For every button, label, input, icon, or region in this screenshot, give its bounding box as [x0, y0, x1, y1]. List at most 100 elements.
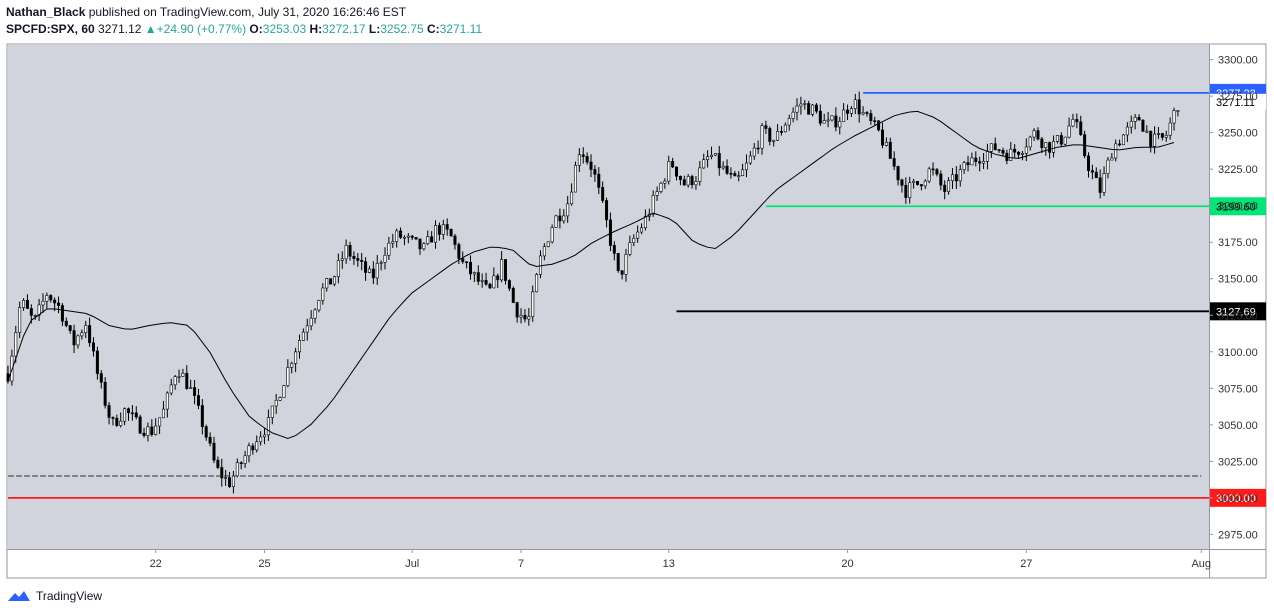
candle-body — [200, 405, 204, 427]
candle-body — [472, 272, 476, 275]
candle-body — [294, 351, 298, 364]
candle-body — [764, 125, 768, 129]
candle-body — [126, 408, 130, 414]
candle-body — [853, 99, 857, 109]
candle-body — [399, 230, 403, 238]
candle-body — [768, 128, 772, 142]
price-axis[interactable]: 2975.00 3000.00 3025.00 3050.00 3075.00 3100.… — [1209, 55, 1258, 542]
candle-body — [581, 154, 585, 157]
candle-body — [978, 161, 982, 164]
candle-body — [857, 99, 861, 115]
candle-body — [1075, 119, 1079, 123]
candle-body — [146, 426, 150, 436]
candle-body — [181, 372, 185, 377]
candle-body — [962, 162, 966, 170]
candle-body — [1017, 151, 1021, 155]
candle-body — [469, 262, 473, 275]
candle-body — [1118, 143, 1122, 146]
candle-body — [1176, 110, 1180, 112]
candle-body — [985, 151, 989, 162]
candle-body — [395, 230, 399, 242]
candle-body — [675, 166, 679, 177]
candle-body — [577, 154, 581, 166]
candle-body — [713, 153, 717, 156]
candle-body — [640, 227, 644, 233]
candle-body — [523, 314, 527, 320]
price-tick-label: 3300.00 — [1218, 55, 1258, 67]
candle-body — [1102, 173, 1106, 193]
candle-body — [165, 392, 169, 410]
candle-body — [332, 276, 336, 285]
candle-body — [570, 191, 574, 205]
candle-body — [838, 121, 842, 128]
high-value: 3272.17 — [322, 22, 366, 36]
candle-body — [643, 215, 647, 229]
level-price-label-bg — [1210, 197, 1266, 216]
candle-body — [818, 110, 822, 124]
candle-body — [923, 180, 927, 187]
candle-body — [1013, 148, 1017, 153]
candle-body — [538, 255, 542, 275]
candle-body — [958, 169, 962, 182]
candle-body — [492, 275, 496, 289]
candle-body — [900, 179, 904, 186]
candle-body — [1164, 134, 1168, 138]
plot-area[interactable] — [8, 45, 1209, 549]
candle-body — [1168, 122, 1172, 136]
candle-body — [270, 405, 274, 418]
candle-body — [130, 412, 134, 415]
candle-body — [453, 235, 457, 245]
candle-body — [729, 172, 733, 175]
candle-body — [562, 215, 566, 222]
price-tick-label: 3150.00 — [1218, 274, 1258, 286]
candle-body — [1024, 146, 1028, 154]
candle-body — [500, 259, 504, 281]
candle-body — [150, 426, 154, 435]
candle-body — [737, 175, 741, 177]
candle-body — [822, 120, 826, 124]
candle-body — [84, 325, 88, 334]
candle-body — [371, 268, 375, 279]
candle-body — [437, 225, 441, 235]
candle-body — [220, 467, 224, 479]
candle-body — [138, 416, 142, 434]
candle-body — [1094, 171, 1098, 179]
time-tick-label: 22 — [150, 558, 162, 570]
candle-body — [504, 259, 508, 281]
candle-body — [1087, 155, 1091, 171]
candle-body — [947, 180, 951, 192]
candle-body — [682, 179, 686, 186]
time-tick-label: 7 — [518, 558, 524, 570]
footer-brand[interactable]: TradingView — [6, 589, 102, 603]
author-name[interactable]: Nathan_Black — [6, 5, 86, 19]
candle-body — [103, 381, 107, 406]
candle-body — [612, 245, 616, 254]
candle-body — [290, 363, 294, 368]
candle-body — [566, 203, 570, 217]
candle-body — [1114, 143, 1118, 159]
candle-body — [884, 141, 888, 146]
candle-body — [1055, 135, 1059, 142]
candle-body — [966, 162, 970, 166]
candle-body — [95, 350, 99, 374]
candle-body — [861, 112, 865, 115]
candle-body — [869, 113, 873, 121]
candle-body — [655, 191, 659, 196]
candle-body — [41, 300, 45, 306]
time-tick-label: Aug — [1191, 558, 1211, 570]
candle-body — [912, 180, 916, 183]
candle-body — [402, 236, 406, 239]
symbol-name[interactable]: SPCFD:SPX, 60 — [6, 22, 95, 36]
candle-body — [698, 167, 702, 182]
candle-body — [1125, 126, 1129, 136]
brand-name: TradingView — [36, 589, 103, 603]
candle-body — [628, 242, 632, 255]
time-axis[interactable]: 22 25 Jul 7 13 20 27 Aug — [150, 549, 1211, 570]
candle-body — [301, 331, 305, 341]
candle-body — [134, 412, 138, 418]
candle-body — [142, 432, 146, 436]
candle-body — [849, 108, 853, 114]
candle-body — [741, 169, 745, 176]
price-tick-label: 3275.00 — [1218, 91, 1258, 103]
